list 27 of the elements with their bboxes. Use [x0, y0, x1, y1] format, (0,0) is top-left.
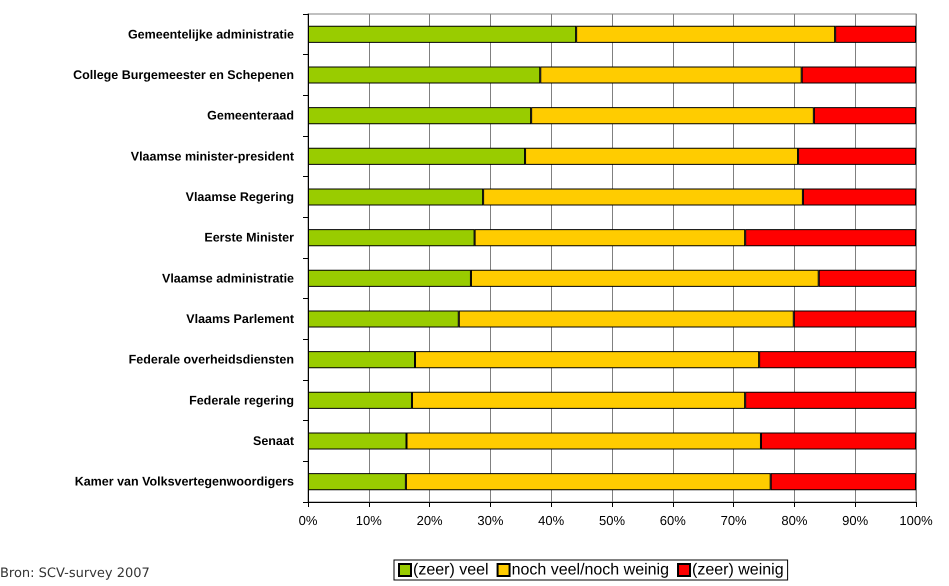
y-tick-label: Gemeenteraad — [207, 108, 294, 123]
y-tick-label: College Burgemeester en Schepenen — [73, 68, 294, 82]
y-tick-label: Vlaams Parlement — [186, 312, 295, 326]
y-tick-label: Gemeentelijke administratie — [128, 27, 294, 42]
x-tick-label: 30% — [477, 513, 504, 528]
y-tick-label: Kamer van Volksvertegenwoordigers — [74, 474, 294, 489]
x-tick-label: 80% — [781, 513, 808, 528]
y-tick-label: Senaat — [253, 434, 295, 448]
x-tick-label: 0% — [298, 513, 318, 528]
x-tick-label: 90% — [842, 513, 869, 528]
x-tick-label: 60% — [660, 513, 686, 528]
x-tick-label: 50% — [598, 513, 626, 528]
legend-label: noch veel/noch weinig — [512, 562, 670, 578]
legend-label: (zeer) weinig — [692, 562, 784, 578]
legend-label: (zeer) veel — [413, 562, 489, 578]
y-tick-label: Federale regering — [189, 393, 294, 408]
x-tick-label: 40% — [538, 513, 565, 528]
y-tick-label: Eerste Minister — [204, 230, 294, 245]
y-tick-label: Vlaamse minister-president — [130, 149, 295, 164]
y-tick-label: Vlaamse administratie — [162, 271, 294, 286]
text: Bron: SCV-survey 2007 — [0, 566, 150, 581]
x-tick-label: 10% — [356, 513, 382, 528]
x-tick-label: 70% — [720, 513, 748, 528]
y-tick-label: Federale overheidsdiensten — [128, 352, 294, 367]
x-tick-label: 100% — [899, 513, 934, 528]
y-tick-label: Vlaamse Regering — [186, 190, 294, 204]
x-tick-label: 20% — [416, 513, 444, 528]
